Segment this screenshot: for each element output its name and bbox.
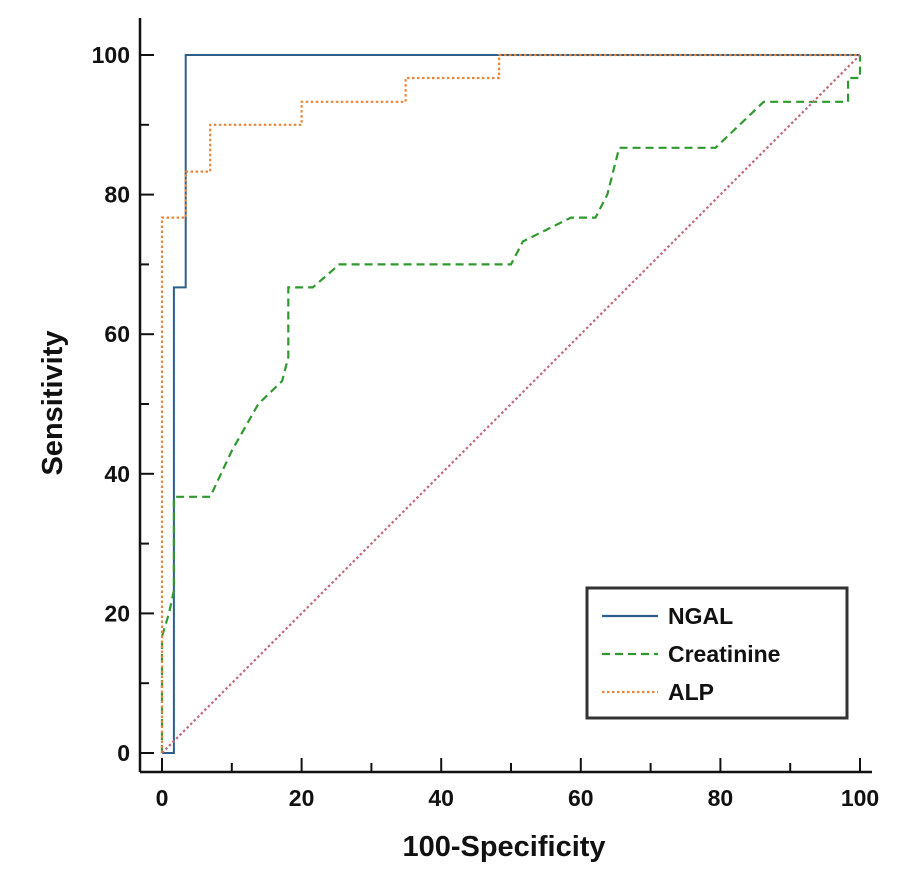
- legend-label-creatinine: Creatinine: [668, 641, 780, 667]
- y-tick-label: 40: [104, 461, 130, 487]
- series-line-ngal: [162, 54, 860, 754]
- legend: NGAL Creatinine ALP: [585, 586, 849, 720]
- x-tick-label: 0: [156, 785, 169, 811]
- series-line-creatinine: [160, 55, 862, 753]
- x-tick-label: 60: [568, 785, 594, 811]
- x-axis-title: 100-Specificity: [402, 831, 605, 863]
- y-tick-label: 0: [117, 740, 130, 766]
- y-tick-label: 20: [104, 600, 130, 626]
- x-tick-label: 80: [708, 785, 734, 811]
- y-tick-label: 80: [104, 182, 130, 208]
- series-lines: [160, 53, 862, 754]
- x-tick-label: 100: [841, 785, 879, 811]
- x-tick-label: 20: [289, 785, 315, 811]
- y-axis-title: Sensitivity: [37, 330, 69, 475]
- legend-items: NGAL Creatinine ALP: [602, 603, 780, 705]
- y-tick-label: 60: [104, 321, 130, 347]
- series-line-alp: [160, 53, 860, 753]
- axes: [138, 18, 872, 774]
- x-tick-label: 40: [428, 785, 454, 811]
- legend-label-alp: ALP: [668, 679, 714, 705]
- legend-label-ngal: NGAL: [668, 603, 733, 629]
- tick-labels: 0 20 40 60 80 100 0 20 40 60 80 100: [92, 42, 880, 811]
- y-tick-label: 100: [92, 42, 130, 68]
